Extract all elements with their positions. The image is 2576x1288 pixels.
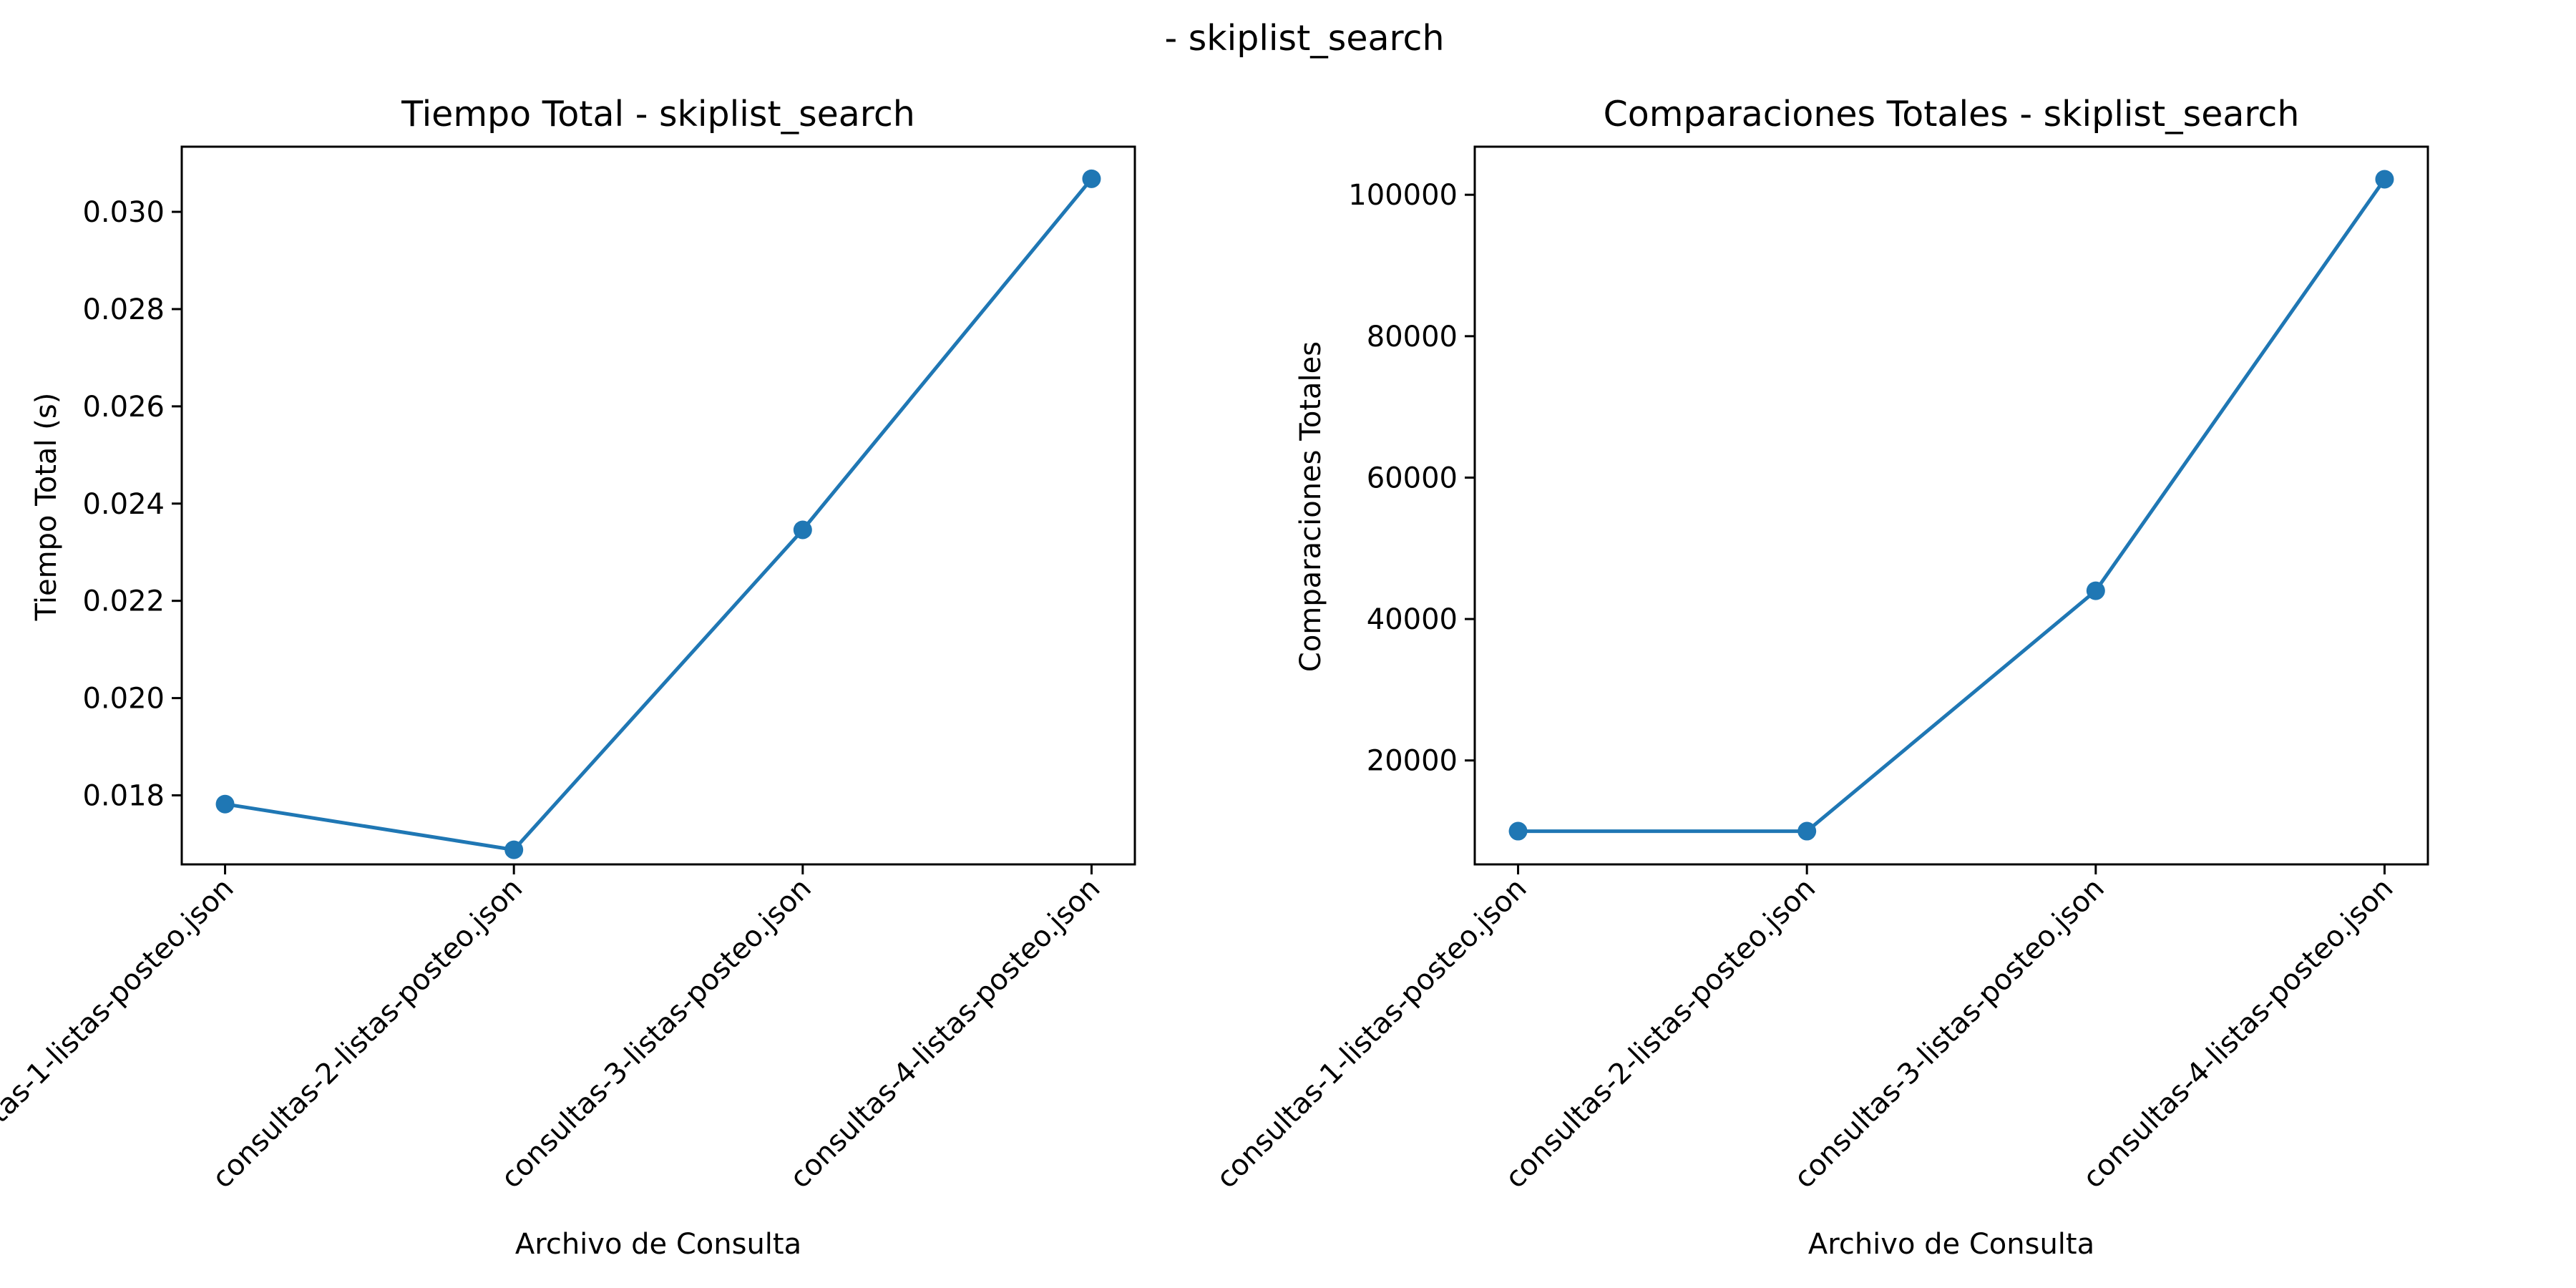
x-axis-label: Archivo de Consulta (1808, 1228, 2094, 1261)
y-tick-label: 80000 (1367, 321, 1458, 353)
y-tick-label: 40000 (1367, 603, 1458, 636)
data-point (793, 520, 812, 540)
axes-frame (180, 145, 1136, 866)
y-tick-label: 0.026 (82, 391, 165, 424)
y-tick-label: 0.028 (82, 293, 165, 326)
axes-frame (1473, 145, 2429, 866)
data-point (2086, 581, 2105, 600)
plot-title: Tiempo Total - skiplist_search (401, 94, 915, 135)
series-layer (215, 169, 1101, 859)
plot-title: Comparaciones Totales - skiplist_search (1604, 94, 2300, 135)
x-axis-label: Archivo de Consulta (515, 1228, 801, 1261)
y-axis-label: Comparaciones Totales (1294, 341, 1327, 672)
data-point (1797, 821, 1817, 841)
figure-suptitle: - skiplist_search (1164, 18, 1444, 59)
y-tick-label: 60000 (1367, 462, 1458, 494)
series-line (223, 177, 1093, 852)
data-point (215, 794, 235, 814)
series-layer (1508, 170, 2394, 841)
y-tick-label: 0.022 (82, 585, 165, 618)
data-point (504, 840, 524, 859)
data-point (1082, 169, 1101, 188)
y-tick-label: 100000 (1348, 179, 1458, 212)
y-tick-label: 0.030 (82, 196, 165, 229)
y-tick-label: 20000 (1367, 745, 1458, 778)
y-tick-label: 0.024 (82, 488, 165, 521)
y-tick-label: 0.020 (82, 683, 165, 716)
y-tick-label: 0.018 (82, 780, 165, 813)
data-point (2375, 170, 2394, 189)
y-axis-label: Tiempo Total (s) (30, 393, 63, 622)
data-point (1508, 821, 1528, 841)
series-line (1516, 177, 2386, 834)
